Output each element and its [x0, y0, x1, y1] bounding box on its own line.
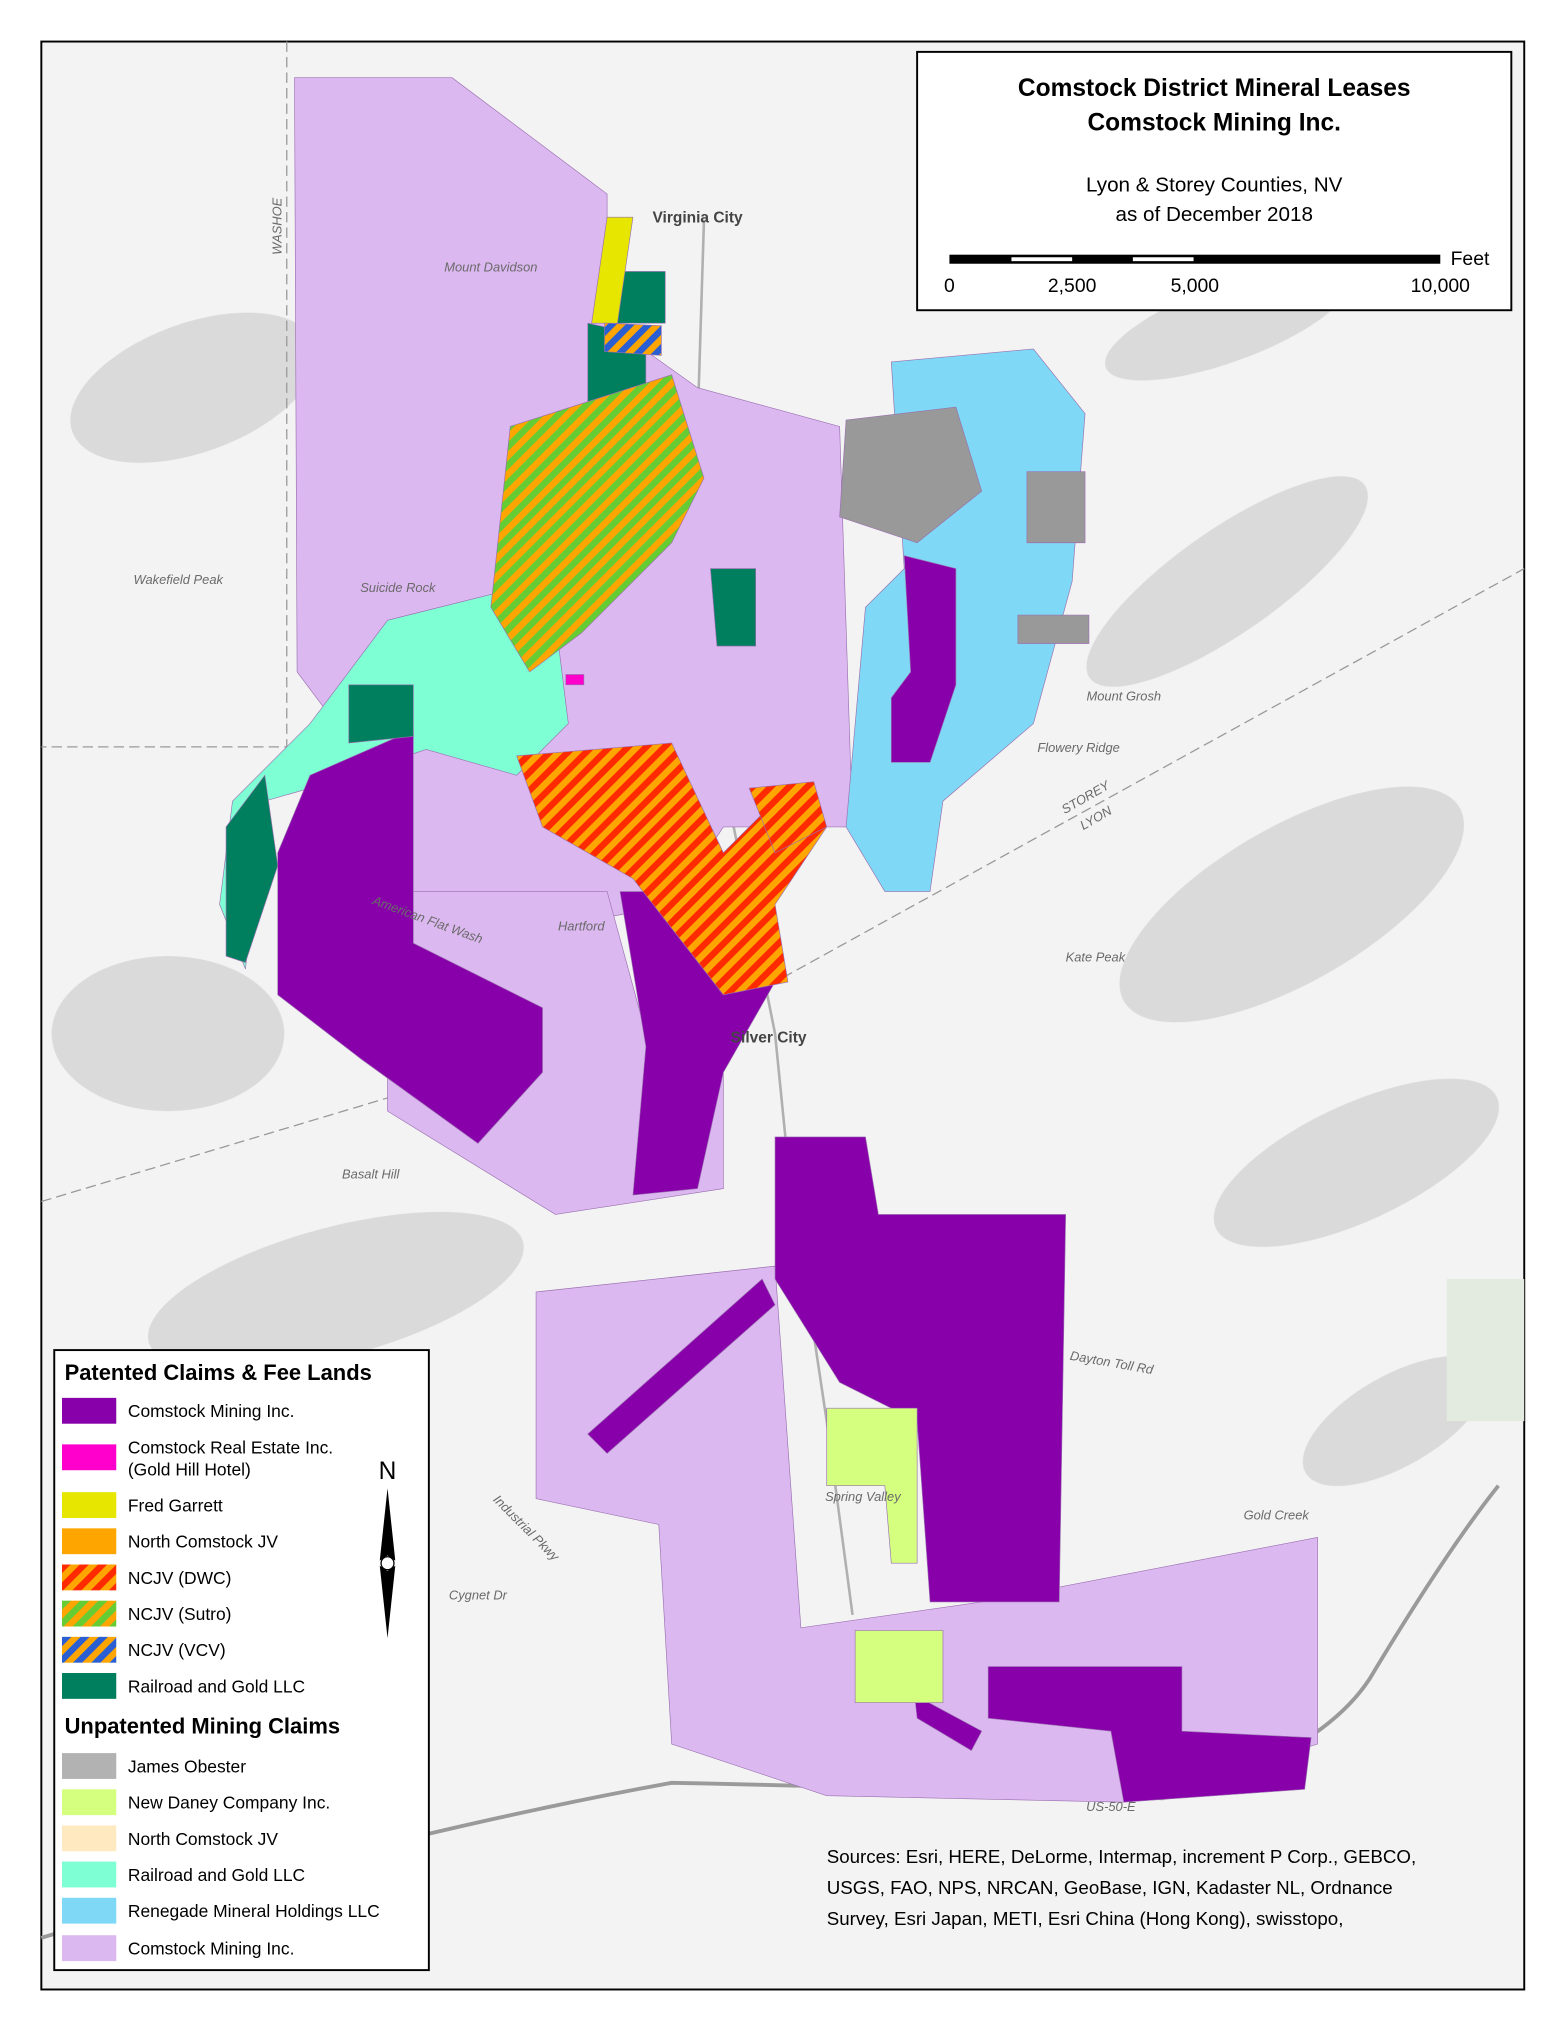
claims	[219, 77, 1318, 1803]
place-label: Hartford	[558, 918, 605, 933]
legend-swatch	[62, 1528, 117, 1555]
place-label: Kate Peak	[1066, 949, 1126, 964]
legend-swatch	[62, 1600, 117, 1627]
source-text: Survey, Esri Japan, METI, Esri China (Ho…	[827, 1908, 1344, 1929]
legend-swatch	[62, 1789, 117, 1816]
scale-label: 0	[944, 275, 955, 297]
legend-label: NCJV (Sutro)	[128, 1604, 232, 1624]
legend-label: Comstock Real Estate Inc.	[128, 1437, 333, 1457]
place-label: Cygnet Dr	[449, 1587, 508, 1602]
legend-swatch	[62, 1492, 117, 1519]
legend-label: NCJV (VCV)	[128, 1640, 226, 1660]
legend: Patented Claims & Fee Lands Comstock Min…	[53, 1349, 430, 1972]
source-text: USGS, FAO, NPS, NRCAN, GeoBase, IGN, Kad…	[827, 1877, 1393, 1898]
legend-swatch	[62, 1397, 117, 1424]
scale-unit: Feet	[1451, 248, 1490, 270]
scale-bar: Feet 0 2,500 5,000 10,000	[944, 248, 1490, 297]
title-box: Comstock District Mineral Leases Comstoc…	[916, 50, 1513, 312]
source-text: Sources: Esri, HERE, DeLorme, Intermap, …	[827, 1846, 1417, 1867]
legend-heading: Unpatented Mining Claims	[65, 1714, 340, 1739]
legend-label: Comstock Mining Inc.	[128, 1939, 295, 1959]
place-label: US-50-E	[1086, 1799, 1136, 1814]
place-label: Wakefield Peak	[134, 572, 224, 587]
legend-label: Renegade Mineral Holdings LLC	[128, 1901, 380, 1921]
legend-swatch	[62, 1564, 117, 1591]
place-label: WASHOE	[270, 197, 285, 255]
legend-label: Fred Garrett	[128, 1496, 223, 1516]
scale-label: 10,000	[1411, 275, 1470, 297]
legend-label: Railroad and Gold LLC	[128, 1676, 305, 1696]
legend-label: Comstock Mining Inc.	[128, 1401, 295, 1421]
place-label: Virginia City	[652, 209, 743, 226]
legend-label: (Gold Hill Hotel)	[128, 1459, 251, 1479]
sources: Sources: Esri, HERE, DeLorme, Intermap, …	[827, 1846, 1417, 1929]
legend-swatch	[62, 1861, 117, 1888]
subtitle: as of December 2018	[1115, 203, 1313, 226]
legend-label: James Obester	[128, 1756, 246, 1776]
north-arrow: N	[379, 1458, 397, 1639]
legend-swatch	[62, 1444, 117, 1471]
legend-label: North Comstock JV	[128, 1829, 278, 1849]
title: Comstock Mining Inc.	[1087, 110, 1341, 137]
place-label: Silver City	[731, 1030, 807, 1047]
legend-swatch	[62, 1753, 117, 1779]
legend-swatch	[62, 1673, 117, 1699]
scale-label: 5,000	[1171, 275, 1220, 297]
place-label: Mount Davidson	[444, 259, 537, 274]
legend-swatch	[62, 1825, 117, 1852]
scale-label: 2,500	[1048, 275, 1097, 297]
place-label: Spring Valley	[825, 1489, 902, 1504]
place-label: Mount Grosh	[1087, 688, 1162, 703]
place-label: Flowery Ridge	[1037, 740, 1120, 755]
north-label: N	[379, 1458, 397, 1485]
subtitle: Lyon & Storey Counties, NV	[1086, 173, 1343, 196]
legend-swatch	[62, 1897, 117, 1924]
title: Comstock District Mineral Leases	[1018, 75, 1411, 102]
legend-label: NCJV (DWC)	[128, 1568, 232, 1588]
legend-label: New Daney Company Inc.	[128, 1793, 330, 1813]
legend-heading: Patented Claims & Fee Lands	[65, 1360, 372, 1385]
legend-label: North Comstock JV	[128, 1532, 278, 1552]
basemap	[40, 40, 1526, 1991]
legend-swatch	[62, 1935, 117, 1962]
legend-swatch	[62, 1636, 117, 1663]
legend-label: Railroad and Gold LLC	[128, 1865, 305, 1885]
place-label: Suicide Rock	[360, 580, 436, 595]
place-label: Gold Creek	[1244, 1507, 1310, 1522]
place-label: Basalt Hill	[342, 1166, 401, 1181]
